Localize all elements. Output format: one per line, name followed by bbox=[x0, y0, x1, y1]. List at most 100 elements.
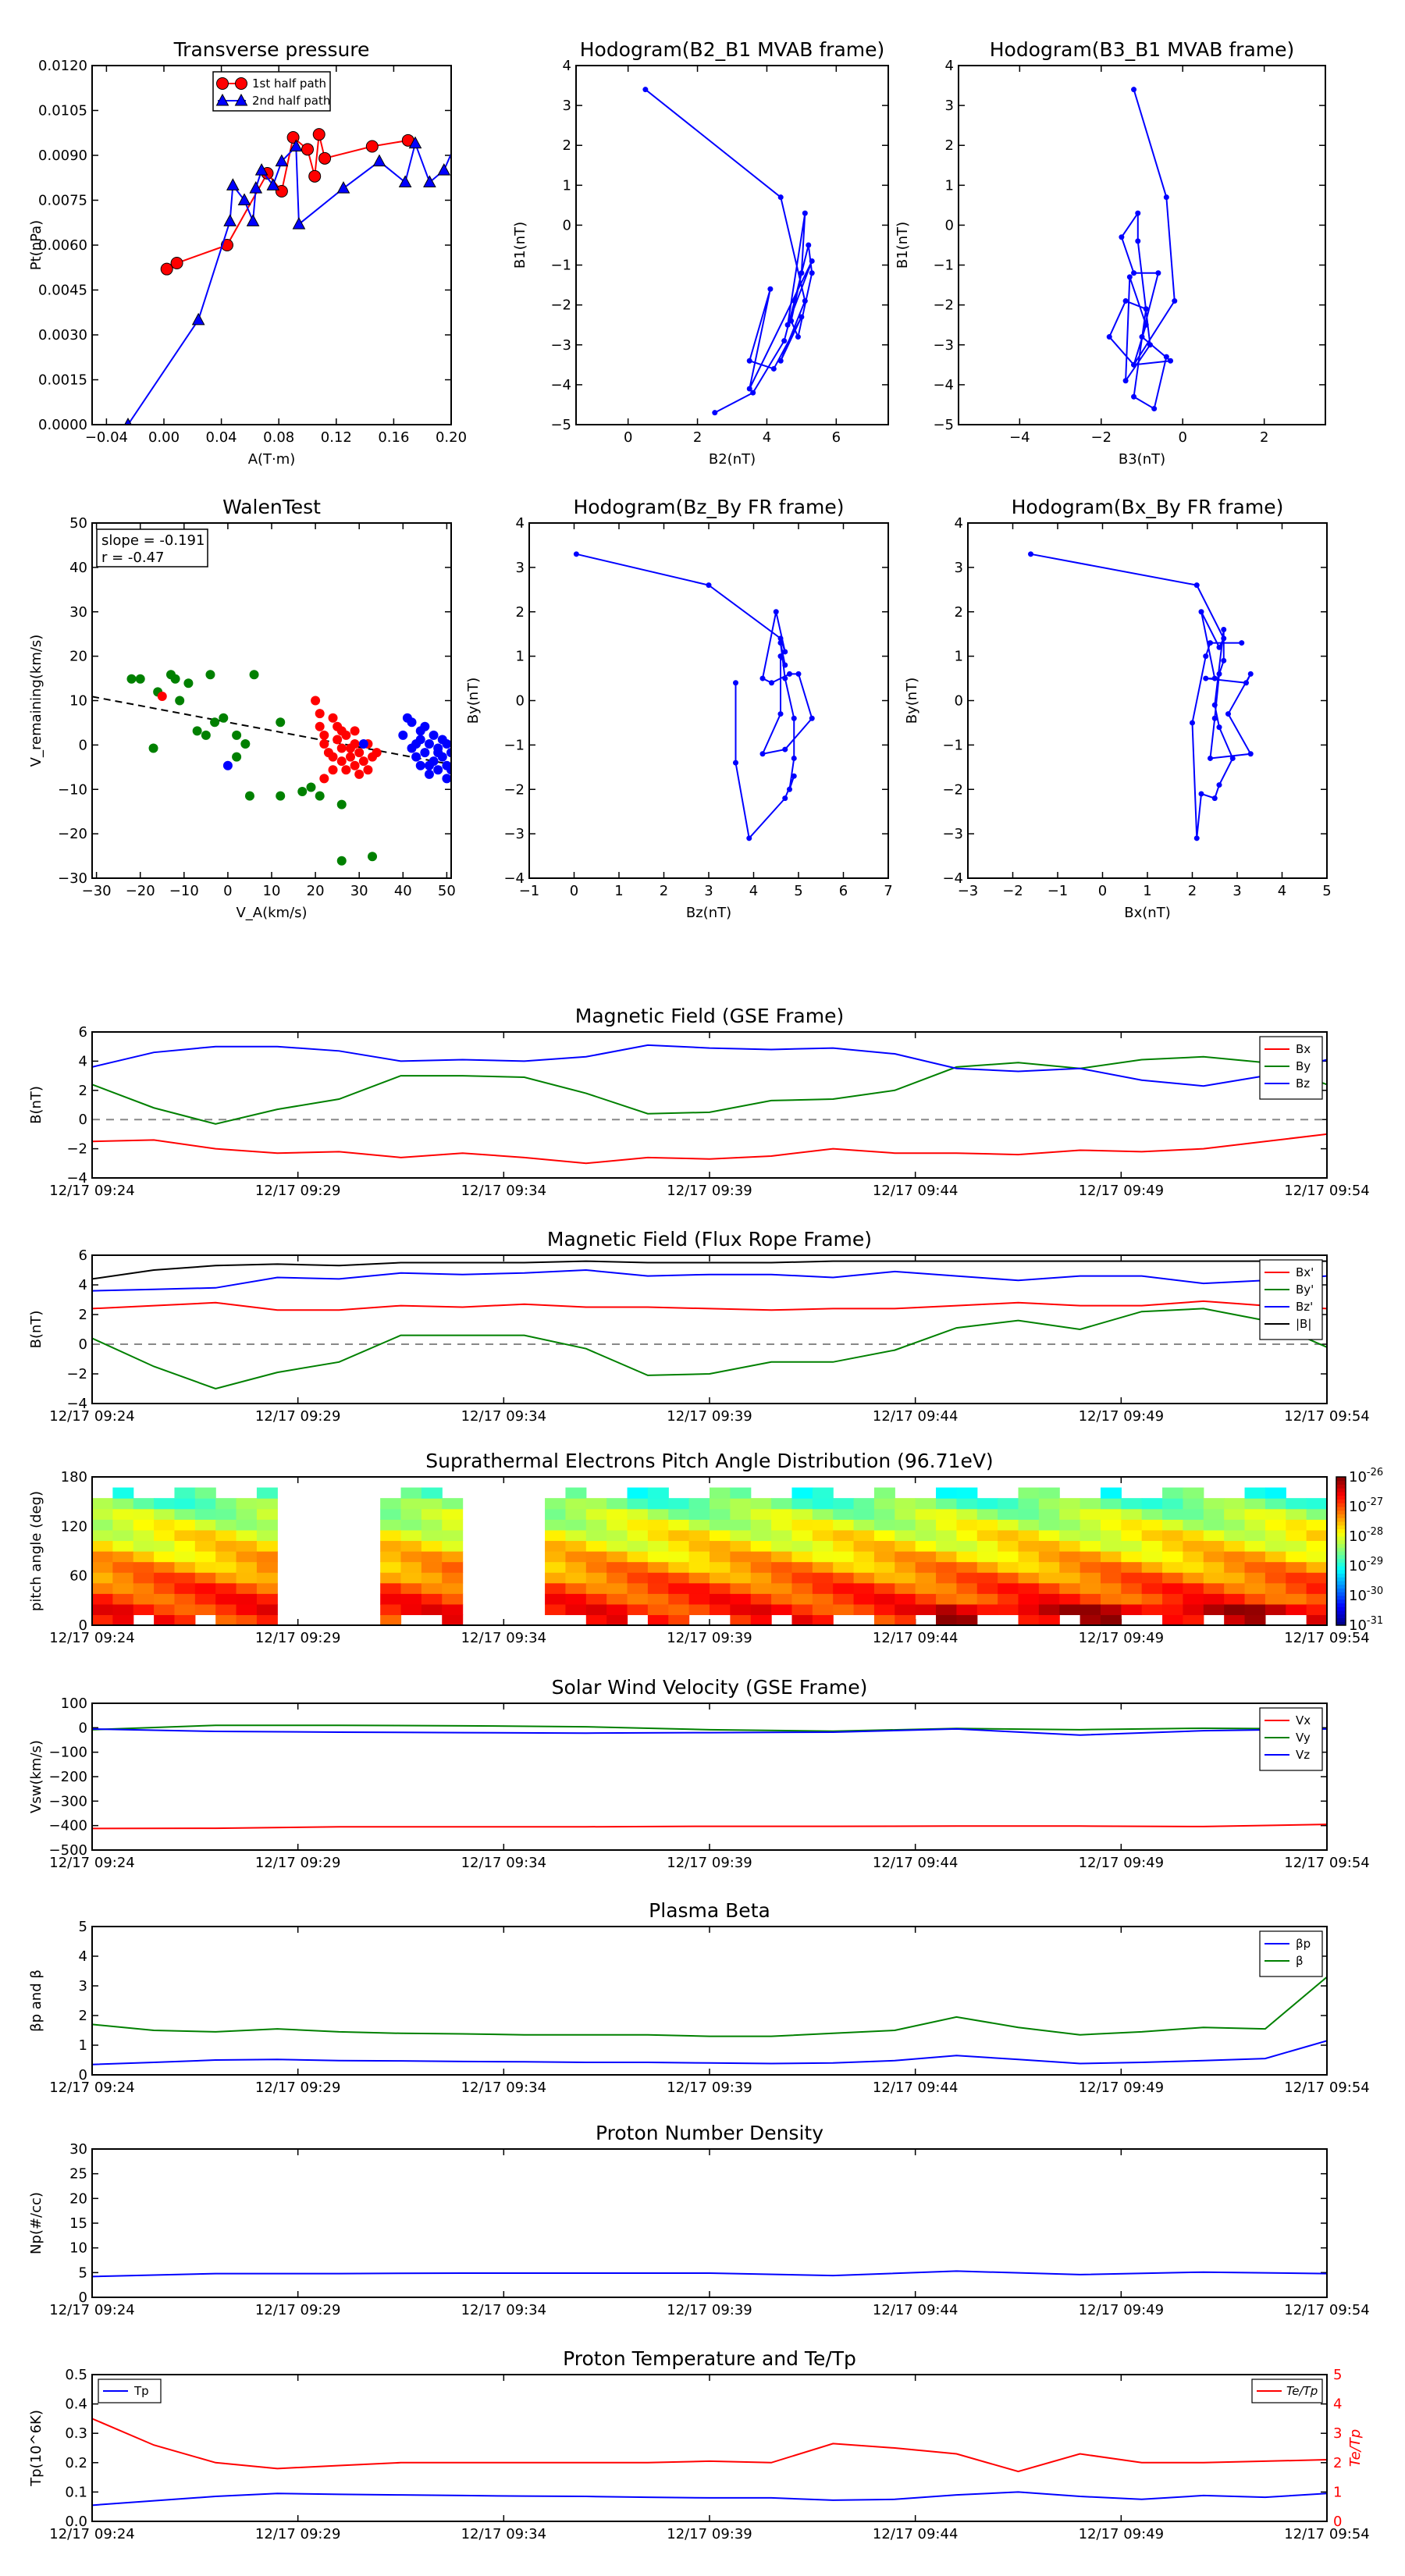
heatmap-cell bbox=[812, 1593, 834, 1605]
heatmap-cell bbox=[442, 1614, 464, 1625]
data-marker bbox=[453, 131, 464, 142]
heatmap-cell bbox=[215, 1572, 237, 1584]
data-marker bbox=[170, 257, 183, 269]
data-marker bbox=[1147, 342, 1153, 348]
data-marker bbox=[266, 178, 280, 190]
y-tick-label: 0 bbox=[516, 693, 525, 710]
heatmap-cell bbox=[976, 1572, 998, 1584]
chart-bfr: Magnetic Field (Flux Rope Frame) −4 −2 0 2 4 6… bbox=[28, 1228, 1370, 1425]
heatmap-cell bbox=[1059, 1540, 1081, 1552]
heatmap-cell bbox=[154, 1498, 176, 1510]
plot-frame bbox=[91, 65, 452, 425]
heatmap-cell bbox=[730, 1603, 752, 1616]
heatmap-cell bbox=[256, 1561, 278, 1573]
data-marker bbox=[787, 786, 792, 792]
heatmap-cell bbox=[833, 1498, 855, 1510]
plot-area bbox=[92, 1976, 1327, 2065]
data-marker bbox=[437, 163, 451, 176]
plot-area bbox=[642, 87, 815, 416]
scatter-point bbox=[328, 765, 338, 775]
heatmap-cell bbox=[565, 1551, 587, 1563]
heatmap-cell bbox=[873, 1551, 895, 1563]
y-tick-label: −3 bbox=[942, 826, 963, 842]
colorbar-segment bbox=[1336, 1577, 1346, 1582]
scatter-point bbox=[249, 670, 259, 680]
heatmap-cell bbox=[1121, 1540, 1143, 1552]
heatmap-cell bbox=[812, 1529, 834, 1542]
legend-label: 1st half path bbox=[252, 76, 326, 91]
heatmap-cell bbox=[936, 1593, 957, 1605]
heatmap-cell bbox=[565, 1582, 587, 1594]
data-marker bbox=[215, 93, 229, 106]
heatmap-cell bbox=[1306, 1561, 1327, 1573]
heatmap-cell bbox=[112, 1582, 134, 1594]
heatmap-cell bbox=[92, 1551, 113, 1563]
heatmap-cell bbox=[1183, 1561, 1204, 1573]
scatter-point bbox=[328, 713, 338, 723]
y-tick-label: 3 bbox=[563, 98, 571, 114]
heatmap-cell bbox=[647, 1561, 669, 1573]
y-tick-label: 60 bbox=[69, 1568, 87, 1585]
heatmap-cell bbox=[215, 1519, 237, 1531]
heatmap-cell bbox=[936, 1529, 957, 1542]
heatmap-cell bbox=[688, 1603, 710, 1616]
data-marker bbox=[1139, 334, 1145, 340]
heatmap-cell bbox=[545, 1593, 567, 1605]
data-marker bbox=[791, 298, 798, 304]
heatmap-cell bbox=[812, 1603, 834, 1616]
heatmap-cell bbox=[853, 1603, 875, 1616]
series-line bbox=[92, 1260, 1327, 1280]
heatmap-cell bbox=[1244, 1582, 1266, 1594]
legend-label: |B| bbox=[1296, 1317, 1311, 1331]
x-tick-label: −4 bbox=[1009, 429, 1030, 446]
heatmap-cell bbox=[647, 1582, 669, 1594]
heatmap-cell bbox=[1100, 1572, 1122, 1584]
y-tick-label: 5 bbox=[79, 2265, 87, 2281]
heatmap-cell bbox=[688, 1540, 710, 1552]
y-tick-label: 6 bbox=[79, 1247, 87, 1264]
heatmap-cell bbox=[1162, 1540, 1184, 1552]
heatmap-cell bbox=[833, 1508, 855, 1520]
heatmap-cell bbox=[730, 1498, 752, 1510]
heatmap-cell bbox=[688, 1561, 710, 1573]
heatmap-cell bbox=[442, 1572, 464, 1584]
heatmap-cell bbox=[1080, 1529, 1101, 1542]
heatmap-cell bbox=[1224, 1498, 1246, 1510]
heatmap-cell bbox=[421, 1498, 443, 1510]
y-tick-label: 0.0090 bbox=[38, 148, 87, 164]
heatmap-cell bbox=[1038, 1540, 1060, 1552]
heatmap-cell bbox=[710, 1519, 731, 1531]
heatmap-cell bbox=[565, 1572, 587, 1584]
legend-label: Vz bbox=[1296, 1748, 1310, 1762]
heatmap-cell bbox=[1286, 1529, 1307, 1542]
heatmap-cell bbox=[1100, 1593, 1122, 1605]
scatter-point bbox=[350, 760, 360, 770]
data-marker bbox=[1221, 657, 1227, 664]
x-tick-label: 12/17 09:29 bbox=[255, 2526, 340, 2542]
heatmap-cell bbox=[400, 1519, 422, 1531]
scatter-point bbox=[442, 738, 451, 749]
heatmap-cell bbox=[1264, 1561, 1286, 1573]
heatmap-cell bbox=[236, 1582, 258, 1594]
heatmap-cell bbox=[585, 1551, 607, 1563]
y-tick-label: −4 bbox=[66, 1170, 87, 1187]
heatmap-cell bbox=[833, 1540, 855, 1552]
heatmap-cell bbox=[256, 1498, 278, 1510]
heatmap-cell bbox=[730, 1519, 752, 1531]
data-marker bbox=[408, 136, 422, 149]
heatmap-cell bbox=[174, 1519, 196, 1531]
heatmap-cell bbox=[1183, 1498, 1204, 1510]
x-tick-label: 6 bbox=[839, 883, 848, 899]
series-line bbox=[92, 1727, 1327, 1736]
heatmap-cell bbox=[215, 1603, 237, 1616]
chart-pad: Suprathermal Electrons Pitch Angle Distr… bbox=[28, 1450, 1383, 1646]
heatmap-cell bbox=[627, 1572, 649, 1584]
x-tick-label: 5 bbox=[794, 883, 802, 899]
data-marker bbox=[275, 185, 288, 197]
heatmap-cell bbox=[112, 1551, 134, 1563]
heatmap-cell bbox=[174, 1561, 196, 1573]
heatmap-cell bbox=[1100, 1603, 1122, 1616]
heatmap-cell bbox=[1183, 1508, 1204, 1520]
x-axis-label: Bz(nT) bbox=[686, 905, 731, 921]
y-axis-label: B(nT) bbox=[28, 1086, 44, 1124]
